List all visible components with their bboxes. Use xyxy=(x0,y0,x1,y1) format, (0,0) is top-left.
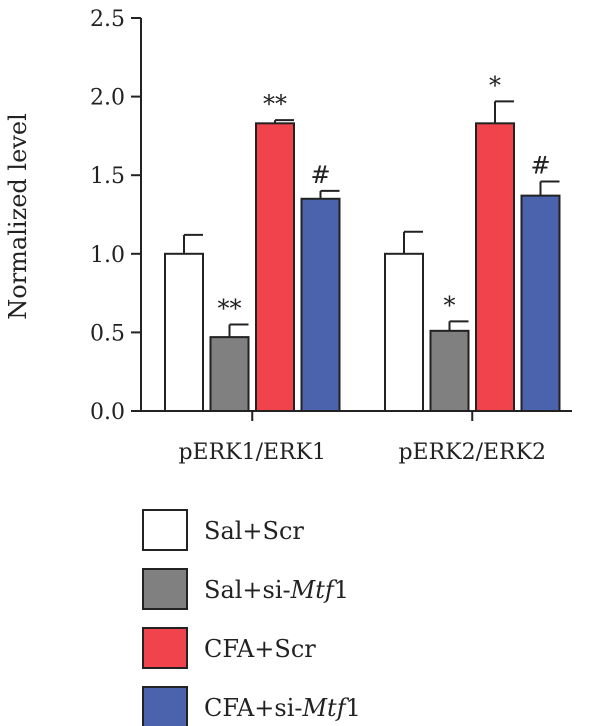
y-tick-label: 1.5 xyxy=(90,164,125,189)
legend-label: CFA+Scr xyxy=(204,635,316,663)
legend-label: Sal+Scr xyxy=(204,517,304,545)
y-tick-label: 2.0 xyxy=(90,86,125,111)
legend-label: Sal+si-Mtf1 xyxy=(204,576,349,604)
significance-mark: * xyxy=(444,291,456,319)
legend-label-text: CFA+si- xyxy=(204,694,302,722)
y-tick-label: 2.5 xyxy=(90,7,125,32)
legend-swatch xyxy=(142,686,188,726)
significance-mark: ** xyxy=(218,295,242,323)
legend-label: CFA+si-Mtf1 xyxy=(204,694,361,722)
axes: 0.0 0.5 1.0 1.5 2.0 2.5 Normalized level pERK1/… xyxy=(4,7,572,465)
bar xyxy=(300,197,341,412)
bar xyxy=(255,122,295,412)
legend-label-text: Sal+Scr xyxy=(204,517,304,545)
legend-swatch xyxy=(142,627,188,669)
legend-label-text: Sal+si- xyxy=(204,576,291,604)
bar xyxy=(209,336,250,412)
bar xyxy=(164,252,204,412)
significance-mark: # xyxy=(310,161,330,189)
significance-mark: ** xyxy=(263,90,287,118)
legend-swatch xyxy=(142,509,188,551)
y-tick-label: 0.5 xyxy=(90,321,125,346)
legend-label-italic: Mtf xyxy=(290,576,338,604)
significance-mark: * xyxy=(489,71,501,99)
significance-mark: # xyxy=(530,151,550,179)
legend-label-tail: 1 xyxy=(346,694,361,722)
bar xyxy=(520,194,561,412)
y-axis-label: Normalized level xyxy=(4,113,32,320)
bar xyxy=(429,329,470,412)
legend-swatch xyxy=(142,568,188,610)
x-tick-label: pERK2/ERK2 xyxy=(398,440,546,465)
bar xyxy=(384,252,424,412)
legend-label-italic: Mtf xyxy=(301,694,349,722)
x-tick-label: pERK1/ERK1 xyxy=(178,440,326,465)
legend-label-text: CFA+Scr xyxy=(204,635,316,663)
y-tick-label: 0.0 xyxy=(90,400,125,425)
legend-label-tail: 1 xyxy=(334,576,349,604)
y-tick-label: 1.0 xyxy=(90,243,125,268)
bars: ****#**# xyxy=(164,71,561,412)
bar xyxy=(475,122,515,412)
